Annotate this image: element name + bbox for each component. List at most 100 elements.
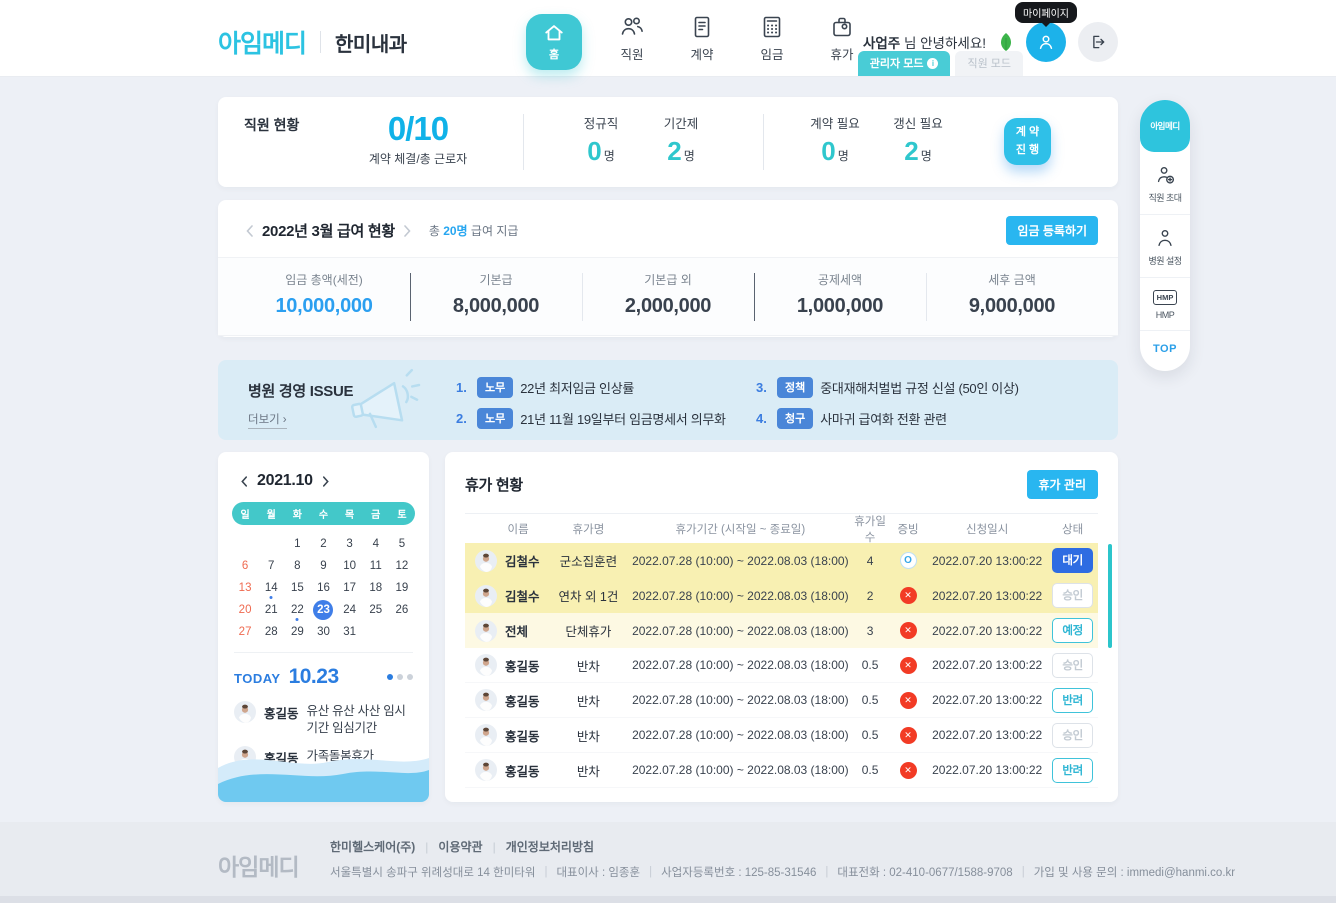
table-row[interactable]: 홍길동 반차 2022.07.28 (10:00) ~ 2022.08.03 (… [465, 753, 1098, 788]
today-label: TODAY [234, 671, 281, 686]
table-row[interactable]: 전체 단체휴가 2022.07.28 (10:00) ~ 2022.08.03 … [465, 613, 1098, 648]
calendar-day[interactable]: 25 [369, 603, 383, 616]
calendar-day[interactable]: 19 [395, 581, 409, 594]
calendar-day[interactable]: 11 [369, 559, 382, 572]
calendar-day[interactable]: 24 [343, 603, 357, 616]
app-header: 아임메디 한미내과 홈 직원 계약 임금 [0, 0, 1336, 77]
event-item[interactable]: 홍길동 유산 유산 사산 임시기간 임심기간 [234, 701, 413, 737]
table-row[interactable]: 김철수 연차 외 1건 2022.07.28 (10:00) ~ 2022.08… [465, 578, 1098, 613]
register-wage-button[interactable]: 임금 등록하기 [1006, 216, 1098, 245]
calendar-day[interactable]: 3 [346, 537, 353, 550]
calendar-header: 2021.10 [218, 452, 429, 502]
calendar-day[interactable]: 15 [290, 581, 304, 594]
nav-item-contracts[interactable]: 계약 [682, 14, 722, 63]
calendar-day[interactable]: 14 [258, 577, 284, 599]
employee-name: 홍길동 [505, 764, 540, 779]
table-row[interactable]: 홍길동 반차 2022.07.28 (10:00) ~ 2022.08.03 (… [465, 648, 1098, 683]
calendar-day[interactable]: 18 [369, 581, 383, 594]
calendar-day[interactable]: 23 [313, 599, 334, 620]
issue-number: 2. [456, 411, 467, 426]
scroll-to-top-button[interactable]: TOP [1140, 330, 1190, 365]
calendar-day[interactable]: 13 [238, 581, 252, 594]
nav-item-home[interactable]: 홈 [526, 14, 582, 70]
table-scrollbar[interactable] [1108, 544, 1112, 648]
rail-item-hmp[interactable]: HMP HMP [1140, 277, 1190, 330]
table-row[interactable]: 홍길동 반차 2022.07.28 (10:00) ~ 2022.08.03 (… [465, 683, 1098, 718]
mypage-avatar-button[interactable] [1026, 21, 1066, 62]
avatar [475, 759, 497, 781]
employee-name: 전체 [505, 625, 529, 639]
calendar-day[interactable]: 17 [343, 581, 357, 594]
prev-month-button[interactable] [240, 223, 260, 239]
next-month-button[interactable] [397, 223, 417, 239]
pagination-dot[interactable] [397, 674, 403, 680]
calendar-day[interactable]: 31 [343, 625, 357, 638]
calendar-day[interactable]: 9 [320, 559, 327, 572]
event-name: 홍길동 [264, 707, 299, 721]
footer-link-privacy[interactable]: 개인정보처리방침 [505, 840, 595, 854]
separator: | [649, 866, 653, 878]
status-badge[interactable]: 대기 [1052, 548, 1093, 573]
issue-item[interactable]: 2. 노무 21년 11월 19일부터 임금명세서 의무화 [456, 408, 756, 429]
calendar-day[interactable]: 12 [395, 559, 409, 572]
calendar-day[interactable]: 28 [264, 625, 278, 638]
calendar-day[interactable]: 10 [343, 559, 357, 572]
employee-name: 김철수 [505, 590, 540, 604]
status-badge[interactable]: 반려 [1052, 757, 1093, 783]
table-row[interactable]: 김철수 군소집훈련 2022.07.28 (10:00) ~ 2022.08.0… [465, 543, 1098, 578]
issue-item[interactable]: 4. 청구 사마귀 급여화 전환 관련 [756, 408, 1096, 429]
proof-missing-icon: ✕ [899, 656, 917, 674]
footer-link-company[interactable]: 한미헬스케어(주) [330, 840, 416, 854]
staff-mode-tab[interactable]: 직원 모드 [955, 51, 1023, 76]
applied-datetime: 2022.07.20 13:00:22 [932, 588, 1043, 603]
footer-address: 서울특별시 송파구 위례성대로 14 한미타워 [330, 867, 536, 879]
nav-item-wages[interactable]: 임금 [752, 14, 792, 63]
nav-item-employees[interactable]: 직원 [612, 14, 652, 63]
calendar-day[interactable]: 7 [268, 559, 275, 572]
weekday-label: 토 [397, 510, 407, 521]
calendar-day[interactable]: 30 [317, 625, 330, 638]
issue-more-link[interactable]: 더보기 › [248, 411, 287, 429]
calendar-prev-button[interactable] [238, 474, 251, 489]
calendar-day[interactable]: 26 [395, 603, 409, 616]
admin-mode-tab[interactable]: 관리자 모드 i [857, 51, 951, 76]
status-badge[interactable]: 승인 [1052, 652, 1093, 678]
rail-item-hospital-settings[interactable]: 병원 설정 [1140, 214, 1190, 277]
issue-item[interactable]: 1. 노무 22년 최저임금 인상률 [456, 377, 756, 398]
calendar-day[interactable]: 22 [284, 599, 310, 621]
employee-name: 홍길동 [505, 729, 540, 744]
contract-ratio-label: 계약 체결/총 근로자 [368, 152, 468, 166]
calendar-day[interactable]: 1 [294, 537, 301, 550]
status-badge[interactable]: 승인 [1052, 583, 1093, 608]
rail-item-invite-employee[interactable]: 직원 초대 [1140, 152, 1190, 214]
calendar-next-button[interactable] [319, 474, 332, 489]
table-row[interactable]: 홍길동 반차 2022.07.28 (10:00) ~ 2022.08.03 (… [465, 718, 1098, 753]
calendar-day[interactable]: 27 [238, 625, 252, 638]
logout-button[interactable] [1078, 21, 1118, 62]
calendar-day[interactable]: 5 [398, 537, 406, 550]
calendar-day[interactable]: 20 [238, 603, 252, 616]
calendar-day[interactable]: 8 [294, 559, 301, 572]
calendar-day[interactable]: 21 [264, 603, 278, 616]
nav-item-vacation[interactable]: 휴가 [822, 14, 862, 63]
pagination-dot[interactable] [407, 674, 413, 680]
calendar-day[interactable]: 16 [317, 581, 330, 594]
status-badge[interactable]: 반려 [1052, 687, 1093, 713]
status-badge[interactable]: 예정 [1052, 618, 1093, 643]
payroll-title: 2022년 3월 급여 현황 [262, 223, 395, 240]
stat-unit: 명 [683, 149, 695, 163]
vacation-manage-button[interactable]: 휴가 관리 [1026, 470, 1098, 499]
issue-item[interactable]: 3. 정책 중대재해처벌법 규정 신설 (50인 이상) [756, 377, 1096, 398]
status-badge[interactable]: 승인 [1052, 722, 1093, 748]
issue-banner: 병원 경영 ISSUE 더보기 › 1. 노무 22년 최저임금 인상률 2. 노… [218, 360, 1118, 440]
pagination-dot[interactable] [387, 674, 393, 680]
calendar-day[interactable]: 2 [320, 537, 327, 550]
footer-link-terms[interactable]: 이용약관 [438, 840, 483, 854]
calendar-day[interactable]: 4 [372, 537, 379, 550]
leave-days: 3 [866, 623, 874, 638]
calendar-day[interactable]: 6 [241, 559, 249, 572]
contract-proceed-line1: 계 약 [1015, 126, 1040, 139]
contract-proceed-button[interactable]: 계 약 진 행 [1004, 118, 1051, 165]
calendar-day[interactable]: 29 [290, 625, 304, 638]
vacation-card: 휴가 현황 휴가 관리 이름 휴가명 휴가기간 (시작일 ~ 종료일) 휴가일수… [445, 452, 1118, 802]
